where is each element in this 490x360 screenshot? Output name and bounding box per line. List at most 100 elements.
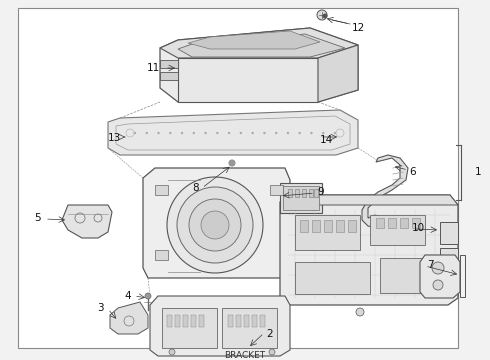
Bar <box>312 220 320 232</box>
Text: 5: 5 <box>34 213 40 223</box>
Text: 2: 2 <box>267 329 273 339</box>
Circle shape <box>201 211 229 239</box>
Bar <box>280 183 322 213</box>
Circle shape <box>229 160 235 166</box>
Polygon shape <box>280 195 458 305</box>
Text: 12: 12 <box>351 23 365 33</box>
Bar <box>252 315 257 327</box>
Bar <box>222 308 277 348</box>
Bar <box>183 315 188 327</box>
Polygon shape <box>318 45 358 102</box>
Circle shape <box>275 132 277 134</box>
Circle shape <box>145 293 151 299</box>
Bar <box>460 255 465 297</box>
Bar <box>175 315 180 327</box>
Polygon shape <box>108 110 358 155</box>
Text: 4: 4 <box>124 291 131 301</box>
Polygon shape <box>62 205 112 238</box>
Circle shape <box>204 132 207 134</box>
Bar <box>309 189 313 197</box>
Polygon shape <box>110 302 148 334</box>
Circle shape <box>298 132 301 134</box>
Bar <box>412 218 420 228</box>
Circle shape <box>310 132 313 134</box>
Circle shape <box>134 132 136 134</box>
Bar <box>440 222 458 244</box>
Text: 11: 11 <box>147 63 160 73</box>
Polygon shape <box>150 296 290 356</box>
Bar <box>283 186 319 210</box>
Bar <box>295 215 360 250</box>
Polygon shape <box>155 185 168 195</box>
Circle shape <box>263 132 266 134</box>
Bar <box>300 220 308 232</box>
Circle shape <box>433 280 443 290</box>
Bar <box>244 315 249 327</box>
Circle shape <box>322 132 324 134</box>
Polygon shape <box>178 58 318 102</box>
Bar <box>295 189 299 197</box>
Text: 8: 8 <box>193 183 199 193</box>
Bar <box>376 218 384 228</box>
Circle shape <box>169 132 171 134</box>
Circle shape <box>251 132 254 134</box>
Bar <box>199 315 204 327</box>
Bar <box>18 8 458 348</box>
Text: 6: 6 <box>410 167 416 177</box>
Circle shape <box>356 308 364 316</box>
Polygon shape <box>420 255 460 298</box>
Bar <box>302 189 306 197</box>
Circle shape <box>169 349 175 355</box>
Circle shape <box>189 199 241 251</box>
Circle shape <box>177 187 253 263</box>
Bar <box>336 220 344 232</box>
Bar <box>370 215 425 245</box>
Circle shape <box>193 132 195 134</box>
Circle shape <box>322 13 327 18</box>
Bar <box>288 189 292 197</box>
Bar <box>388 218 396 228</box>
Text: 13: 13 <box>107 133 121 143</box>
Circle shape <box>167 177 263 273</box>
Polygon shape <box>155 250 168 260</box>
Text: 10: 10 <box>412 223 424 233</box>
Text: BRACKET: BRACKET <box>224 351 266 360</box>
Bar <box>295 262 370 294</box>
Text: 3: 3 <box>97 303 103 313</box>
Circle shape <box>269 349 275 355</box>
Polygon shape <box>160 72 178 80</box>
Polygon shape <box>270 185 283 195</box>
Bar <box>228 315 233 327</box>
Circle shape <box>181 132 183 134</box>
Circle shape <box>228 132 230 134</box>
Polygon shape <box>178 34 345 57</box>
Circle shape <box>240 132 242 134</box>
Circle shape <box>216 132 219 134</box>
Bar <box>314 189 318 197</box>
Bar <box>162 308 217 348</box>
Text: 9: 9 <box>318 187 324 197</box>
Polygon shape <box>362 155 408 228</box>
Circle shape <box>317 10 327 20</box>
Circle shape <box>287 132 289 134</box>
Text: 7: 7 <box>427 260 433 270</box>
Polygon shape <box>143 168 290 278</box>
Bar <box>380 258 438 293</box>
Bar <box>400 218 408 228</box>
Polygon shape <box>160 60 178 68</box>
Bar <box>440 248 458 262</box>
Circle shape <box>146 132 148 134</box>
Bar <box>167 315 172 327</box>
Circle shape <box>157 132 160 134</box>
Bar <box>236 315 241 327</box>
Bar <box>348 220 356 232</box>
Circle shape <box>334 132 336 134</box>
Text: 14: 14 <box>319 135 333 145</box>
Text: 1: 1 <box>475 167 481 177</box>
Polygon shape <box>160 28 358 58</box>
Polygon shape <box>160 28 358 102</box>
Bar <box>260 315 265 327</box>
Polygon shape <box>288 195 458 205</box>
Circle shape <box>432 262 444 274</box>
Bar <box>324 220 332 232</box>
